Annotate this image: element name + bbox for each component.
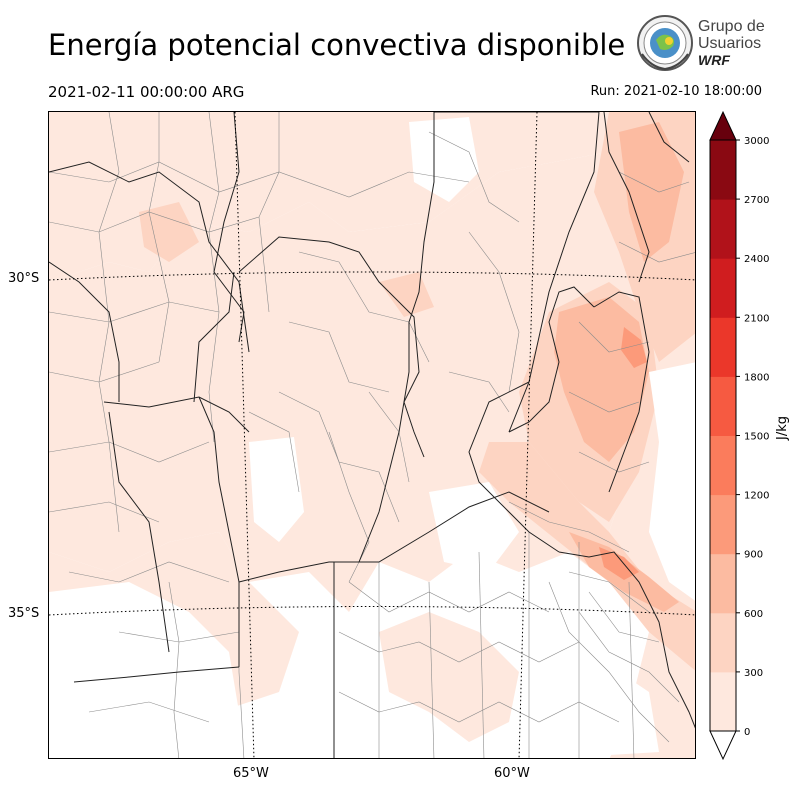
colorbar-band <box>710 553 736 614</box>
colorbar: 0 300 600 900 1200 1500 1800 2100 2400 2700 3000 <box>709 110 769 761</box>
boundary-entre-rios-west <box>508 286 595 433</box>
colorbar-tick-label: 2700 <box>744 195 769 206</box>
graticule <box>49 112 695 758</box>
logo-line-1: Grupo de <box>698 18 765 35</box>
colorbar-tick-label: 300 <box>744 668 763 679</box>
cape-gap-central <box>249 437 304 542</box>
boundary-uruguay-river <box>603 112 650 283</box>
boundary-mendoza-south <box>73 666 240 683</box>
map-area[interactable] <box>48 111 696 759</box>
lat-label-30s: 30°S <box>8 271 40 286</box>
cape-peak-entre-rios <box>621 327 647 368</box>
boundary-bsas-north <box>334 491 550 563</box>
boundary-santafe-east <box>468 381 560 553</box>
boundary-rio-plata <box>558 551 695 729</box>
colorbar-ticks: 0 300 600 900 1200 1500 1800 2100 2400 2700 3000 <box>736 136 769 738</box>
boundary-sanluis-east <box>198 396 240 583</box>
colorbar-tick-label: 3000 <box>744 136 769 147</box>
colorbar-band <box>710 376 736 436</box>
cape-peak-delta <box>599 547 639 580</box>
cape-zone-southeast-spots <box>379 612 519 742</box>
boundary-lrioja-east <box>213 112 245 343</box>
cape-core-corrientes <box>619 122 684 262</box>
logo-line-3: WRF <box>698 52 730 68</box>
map-title: Energía potencial convectiva disponible <box>48 28 626 62</box>
boundary-santiago-north <box>238 236 390 293</box>
colorbar-band <box>710 612 736 673</box>
colorbar-band <box>710 317 736 377</box>
colorbar-band <box>710 435 736 496</box>
parallel-30s <box>49 271 695 281</box>
colorbar-band <box>710 199 736 259</box>
lon-label-65w: 65°W <box>233 766 269 781</box>
boundary-chaco <box>408 112 435 323</box>
cape-gap-southwest <box>49 582 239 758</box>
boundary-santiago-east <box>388 291 425 458</box>
colorbar-tick-label: 1200 <box>744 491 769 502</box>
boundary-entre-rios-east <box>593 291 650 493</box>
colorbar-tick-label: 2400 <box>744 254 769 265</box>
colorbar-band <box>710 671 736 732</box>
boundary-misiones <box>648 112 690 163</box>
colorbar-tick-label: 900 <box>744 550 763 561</box>
cape-gap-south-central <box>289 652 399 758</box>
colorbar-tick-label: 1500 <box>744 432 769 443</box>
province-boundaries <box>49 112 695 758</box>
valid-time: 2021-02-11 00:00:00 ARG <box>48 83 245 101</box>
wrf-logo: Grupo de Usuarios WRF <box>636 14 766 76</box>
colorbar-unit: J/kg <box>775 416 790 440</box>
colorbar-tick-label: 0 <box>744 727 750 738</box>
colorbar-band <box>710 258 736 318</box>
lon-label-60w: 60°W <box>494 766 530 781</box>
boundary-cordoba-east <box>358 322 410 563</box>
cape-gap-pampas <box>429 482 519 572</box>
cape-gap-southeast <box>519 652 659 758</box>
colorbar-bands <box>709 110 737 761</box>
colorbar-extend-high <box>709 110 737 141</box>
boundary-cordoba-west <box>193 271 235 403</box>
colorbar-band <box>710 140 736 200</box>
cape-band-west-north <box>139 202 199 262</box>
colorbar-tick-label: 600 <box>744 609 763 620</box>
run-time: Run: 2021-02-10 18:00:00 <box>590 84 762 99</box>
colorbar-tick-label: 2100 <box>744 313 769 324</box>
colorbar-band <box>710 494 736 555</box>
colorbar-tick-label: 1800 <box>744 372 769 383</box>
meridian-60w <box>518 112 538 758</box>
logo-line-2: Usuarios <box>698 35 762 52</box>
lat-label-35s: 35°S <box>8 606 40 621</box>
boundary-mendoza-east <box>108 411 170 653</box>
meridian-65w <box>234 112 255 758</box>
boundary-sanjuan-east <box>49 261 120 402</box>
cape-field-map <box>49 112 695 758</box>
colorbar-extend-low <box>709 730 737 761</box>
globe-seal-icon <box>637 15 693 71</box>
parallel-35s <box>49 606 695 616</box>
boundary-chaco-east <box>508 112 600 433</box>
cape-gap-east-coast <box>649 362 695 601</box>
